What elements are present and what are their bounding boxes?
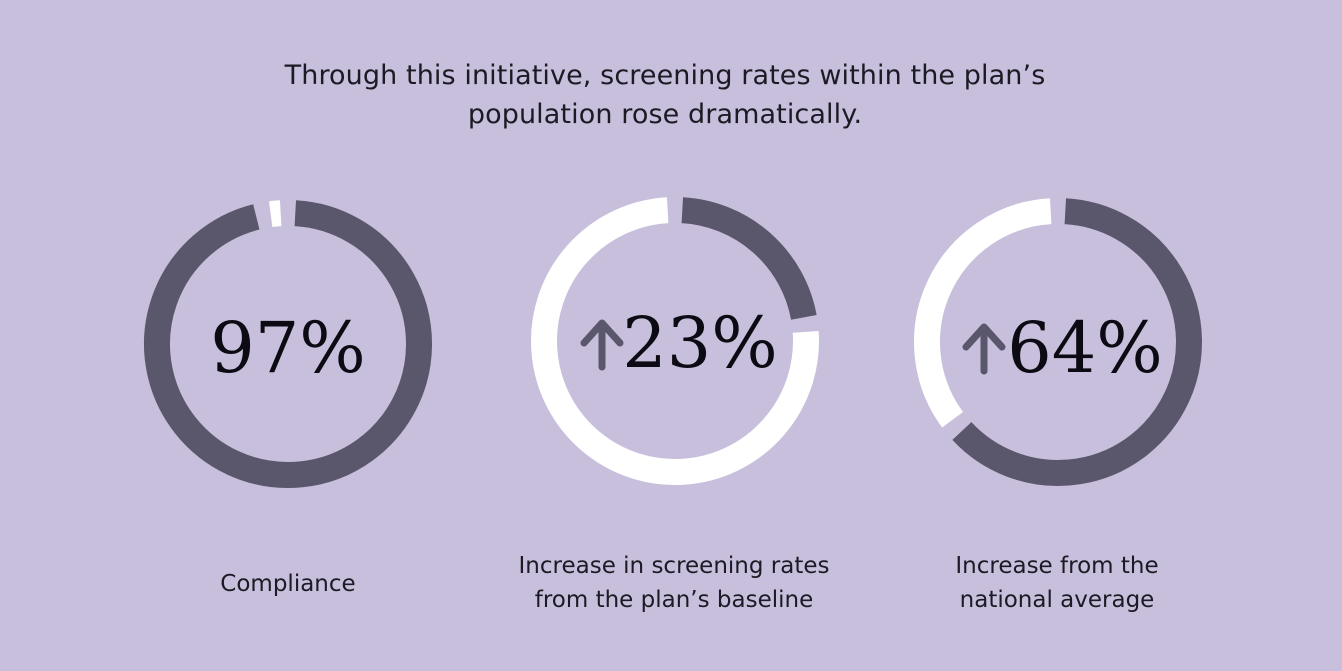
- donut-1-value-label: 97%: [210, 307, 366, 389]
- donut-1-filled-arc: [144, 200, 433, 488]
- caption-2-line-2: from the plan’s baseline: [534, 587, 814, 613]
- donut-3-remaining-arc: [914, 198, 1052, 428]
- donut-chart-baseline-increase: 23%: [531, 197, 819, 485]
- donut-2-up-arrow-icon: [580, 319, 624, 371]
- donut-2-remaining-arc: [531, 197, 819, 485]
- headline-line-2: population rose dramatically.: [467, 99, 863, 130]
- headline-line-1: Through this initiative, screening rates…: [284, 60, 1046, 91]
- caption-national-increase: Increase from the national average: [857, 549, 1257, 617]
- donut-2-value-label: 23%: [622, 302, 778, 384]
- donut-1-remaining-arc: [268, 200, 282, 228]
- donut-3-up-arrow-icon: [962, 323, 1006, 375]
- caption-2-line-1: Increase in screening rates: [518, 553, 830, 579]
- caption-1-line-1: Compliance: [220, 571, 356, 597]
- donut-3-value-label: 64%: [1007, 307, 1163, 389]
- donut-2-filled-arc: [681, 197, 817, 320]
- caption-3-line-2: national average: [959, 587, 1155, 613]
- donut-chart-compliance: 97%: [144, 200, 433, 488]
- caption-3-line-1: Increase from the: [955, 553, 1159, 579]
- headline: Through this initiative, screening rates…: [0, 56, 1330, 134]
- caption-compliance: Compliance: [88, 567, 488, 601]
- donut-3-filled-arc: [952, 198, 1202, 486]
- caption-baseline-increase: Increase in screening rates from the pla…: [474, 549, 874, 617]
- donut-chart-national-increase: 64%: [914, 198, 1202, 486]
